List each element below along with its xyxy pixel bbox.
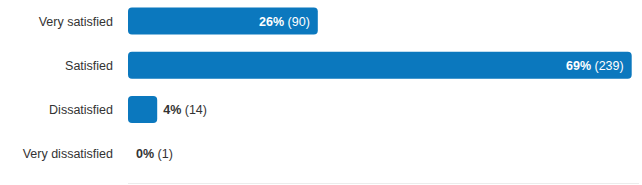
data-label-part: (90) bbox=[284, 15, 310, 29]
data-label: 4% (14) bbox=[163, 103, 207, 117]
chart: Very satisfied 26% (90) Satisfied 69% (239)… bbox=[0, 0, 642, 185]
data-label-part: (1) bbox=[154, 147, 173, 161]
data-label-part: (239) bbox=[591, 59, 624, 73]
data-label-part: 4% bbox=[163, 103, 181, 117]
bar bbox=[128, 8, 318, 35]
category-label: Dissatisfied bbox=[49, 103, 113, 117]
data-label-part: 26% bbox=[259, 15, 284, 29]
x-axis-line bbox=[128, 183, 639, 184]
bars bbox=[128, 8, 632, 124]
data-label-part: 69% bbox=[566, 59, 591, 73]
data-label: 26% (90) bbox=[259, 15, 310, 29]
data-label: 69% (239) bbox=[566, 59, 624, 73]
data-label-part: 0% bbox=[136, 147, 154, 161]
category-label: Very satisfied bbox=[39, 15, 113, 29]
category-label: Satisfied bbox=[65, 59, 113, 73]
bar bbox=[128, 96, 157, 123]
data-label: 0% (1) bbox=[136, 147, 173, 161]
data-label-part: (14) bbox=[181, 103, 207, 117]
bar bbox=[128, 52, 632, 79]
labels: Very satisfied 26% (90) Satisfied 69% (239)… bbox=[23, 15, 624, 162]
category-label: Very dissatisfied bbox=[23, 147, 113, 161]
bar bbox=[128, 140, 129, 167]
